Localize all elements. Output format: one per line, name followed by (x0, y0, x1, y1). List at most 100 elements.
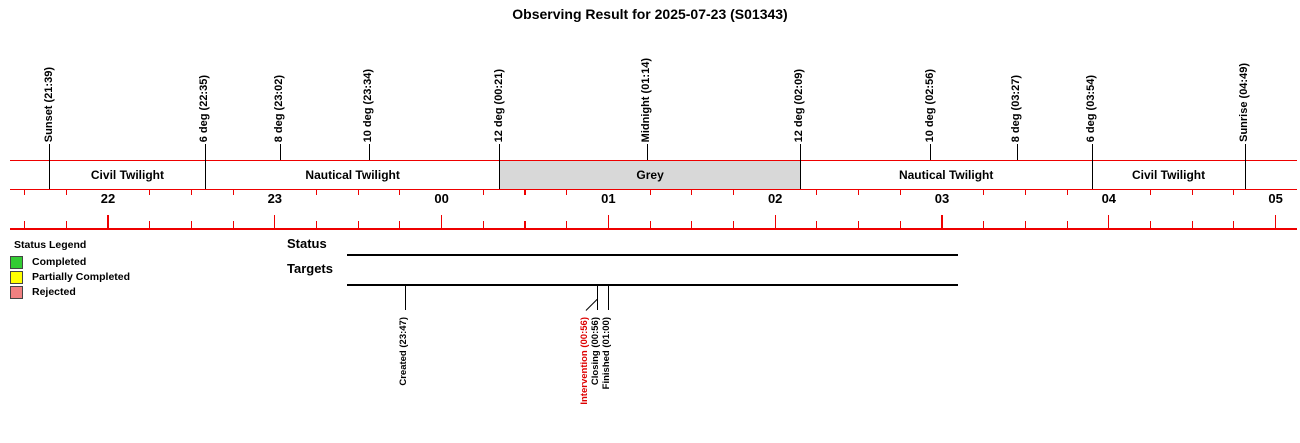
quarter-hour-tick-lower (399, 220, 401, 228)
quarter-hour-tick-upper (1024, 188, 1026, 195)
grey-band-fill (499, 161, 801, 189)
quarter-hour-tick-lower (566, 220, 568, 228)
sun-event-label: Midnight (01:14) (640, 57, 653, 142)
quarter-hour-tick-upper (816, 188, 818, 195)
quarter-hour-tick-lower (1024, 220, 1026, 228)
quarter-hour-tick-upper (1066, 188, 1068, 195)
marker-tick (607, 286, 609, 310)
band-divider (799, 159, 801, 189)
hour-label: 02 (767, 190, 783, 206)
marker-label: Created (23:47) (398, 317, 410, 386)
sun-event-tick (204, 144, 206, 160)
hour-tick-lower (607, 214, 609, 228)
quarter-hour-tick-upper (149, 188, 151, 195)
quarter-hour-tick-upper (190, 188, 192, 195)
hour-tick-lower (1108, 214, 1110, 228)
quarter-hour-tick-upper (357, 188, 359, 195)
hour-label: 04 (1101, 190, 1117, 206)
twilight-band-label: Nautical Twilight (305, 167, 400, 182)
band-divider (1244, 159, 1246, 189)
sun-event-label: 12 deg (00:21) (492, 68, 505, 142)
marker-label: Finished (01:00) (601, 317, 613, 390)
quarter-hour-tick-lower (315, 220, 318, 228)
quarter-hour-tick-lower (732, 220, 735, 228)
legend-item-label: Completed (32, 256, 87, 268)
legend-title: Status Legend (14, 239, 87, 251)
quarter-hour-tick-upper (858, 188, 860, 195)
marker-tick (596, 286, 598, 310)
sun-event-tick (799, 144, 801, 160)
marker-tick (404, 286, 406, 310)
status-row-line (347, 254, 958, 256)
hour-label: 03 (934, 190, 950, 206)
sun-event-label: 10 deg (23:34) (362, 68, 375, 142)
quarter-hour-tick-lower (691, 220, 693, 228)
status-row-label: Status (287, 236, 327, 251)
hour-axis-upper-line (10, 188, 1297, 190)
chart-title: Observing Result for 2025-07-23 (S01343) (512, 6, 788, 22)
hour-label: 00 (434, 190, 449, 206)
sun-event-tick (930, 144, 932, 160)
legend-swatch-rejected (10, 286, 23, 299)
quarter-hour-tick-upper (524, 188, 526, 195)
hour-tick-lower (774, 214, 776, 228)
sun-event-label: Sunset (21:39) (42, 66, 55, 142)
twilight-band-label: Civil Twilight (1132, 167, 1206, 182)
quarter-hour-tick-upper (983, 188, 985, 195)
quarter-hour-tick-lower (149, 220, 151, 228)
hour-axis-lower-line (10, 228, 1297, 230)
quarter-hour-tick-lower (1149, 220, 1152, 228)
legend-swatch-completed (10, 256, 23, 269)
sun-event-tick (1016, 144, 1018, 160)
sun-event-label: 6 deg (22:35) (198, 74, 211, 142)
targets-row-line (347, 284, 958, 286)
quarter-hour-tick-upper (899, 188, 901, 195)
quarter-hour-tick-lower (983, 220, 985, 228)
quarter-hour-tick-upper (399, 188, 401, 195)
hour-label: 23 (267, 190, 283, 206)
sun-event-label: 8 deg (23:02) (273, 74, 286, 142)
quarter-hour-tick-lower (24, 220, 26, 228)
quarter-hour-tick-lower (1233, 220, 1235, 228)
legend-swatch-partially-completed (10, 271, 23, 284)
sun-event-label: 8 deg (03:27) (1010, 74, 1023, 142)
hour-tick-lower (941, 214, 943, 228)
quarter-hour-tick-upper (1191, 188, 1193, 195)
quarter-hour-tick-lower (1191, 220, 1193, 228)
quarter-hour-tick-upper (566, 188, 568, 195)
hour-tick-lower (107, 214, 109, 228)
sun-event-label: 10 deg (02:56) (923, 68, 936, 142)
band-divider (49, 159, 51, 189)
quarter-hour-tick-lower (65, 220, 67, 228)
hour-label: 22 (100, 190, 116, 206)
sun-event-tick (368, 144, 370, 160)
quarter-hour-tick-lower (899, 220, 901, 228)
quarter-hour-tick-lower (482, 220, 484, 228)
sun-event-label: Sunrise (04:49) (1238, 63, 1251, 142)
quarter-hour-tick-upper (482, 188, 484, 195)
quarter-hour-tick-upper (65, 188, 67, 195)
quarter-hour-tick-lower (816, 220, 818, 228)
quarter-hour-tick-upper (232, 188, 234, 195)
hour-label: 01 (601, 190, 616, 206)
band-top-line (10, 159, 1297, 161)
band-divider (1091, 159, 1093, 189)
legend-item-label: Partially Completed (32, 271, 131, 283)
quarter-hour-tick-lower (357, 220, 359, 228)
targets-row-label: Targets (287, 260, 333, 276)
legend-item-label: Rejected (32, 286, 76, 298)
quarter-hour-tick-lower (858, 220, 860, 228)
quarter-hour-tick-lower (1066, 220, 1068, 228)
sun-event-label: 6 deg (03:54) (1085, 74, 1098, 142)
quarter-hour-tick-lower (232, 220, 234, 228)
quarter-hour-tick-upper (732, 188, 735, 195)
twilight-band-label: Civil Twilight (90, 167, 164, 182)
hour-tick-lower (1275, 214, 1277, 228)
band-divider (204, 159, 206, 189)
quarter-hour-tick-upper (1149, 188, 1152, 195)
sun-event-tick (1091, 144, 1093, 160)
twilight-band-label: Grey (636, 167, 664, 182)
sun-event-tick (646, 144, 648, 160)
quarter-hour-tick-lower (524, 220, 526, 228)
hour-tick-lower (441, 214, 443, 228)
